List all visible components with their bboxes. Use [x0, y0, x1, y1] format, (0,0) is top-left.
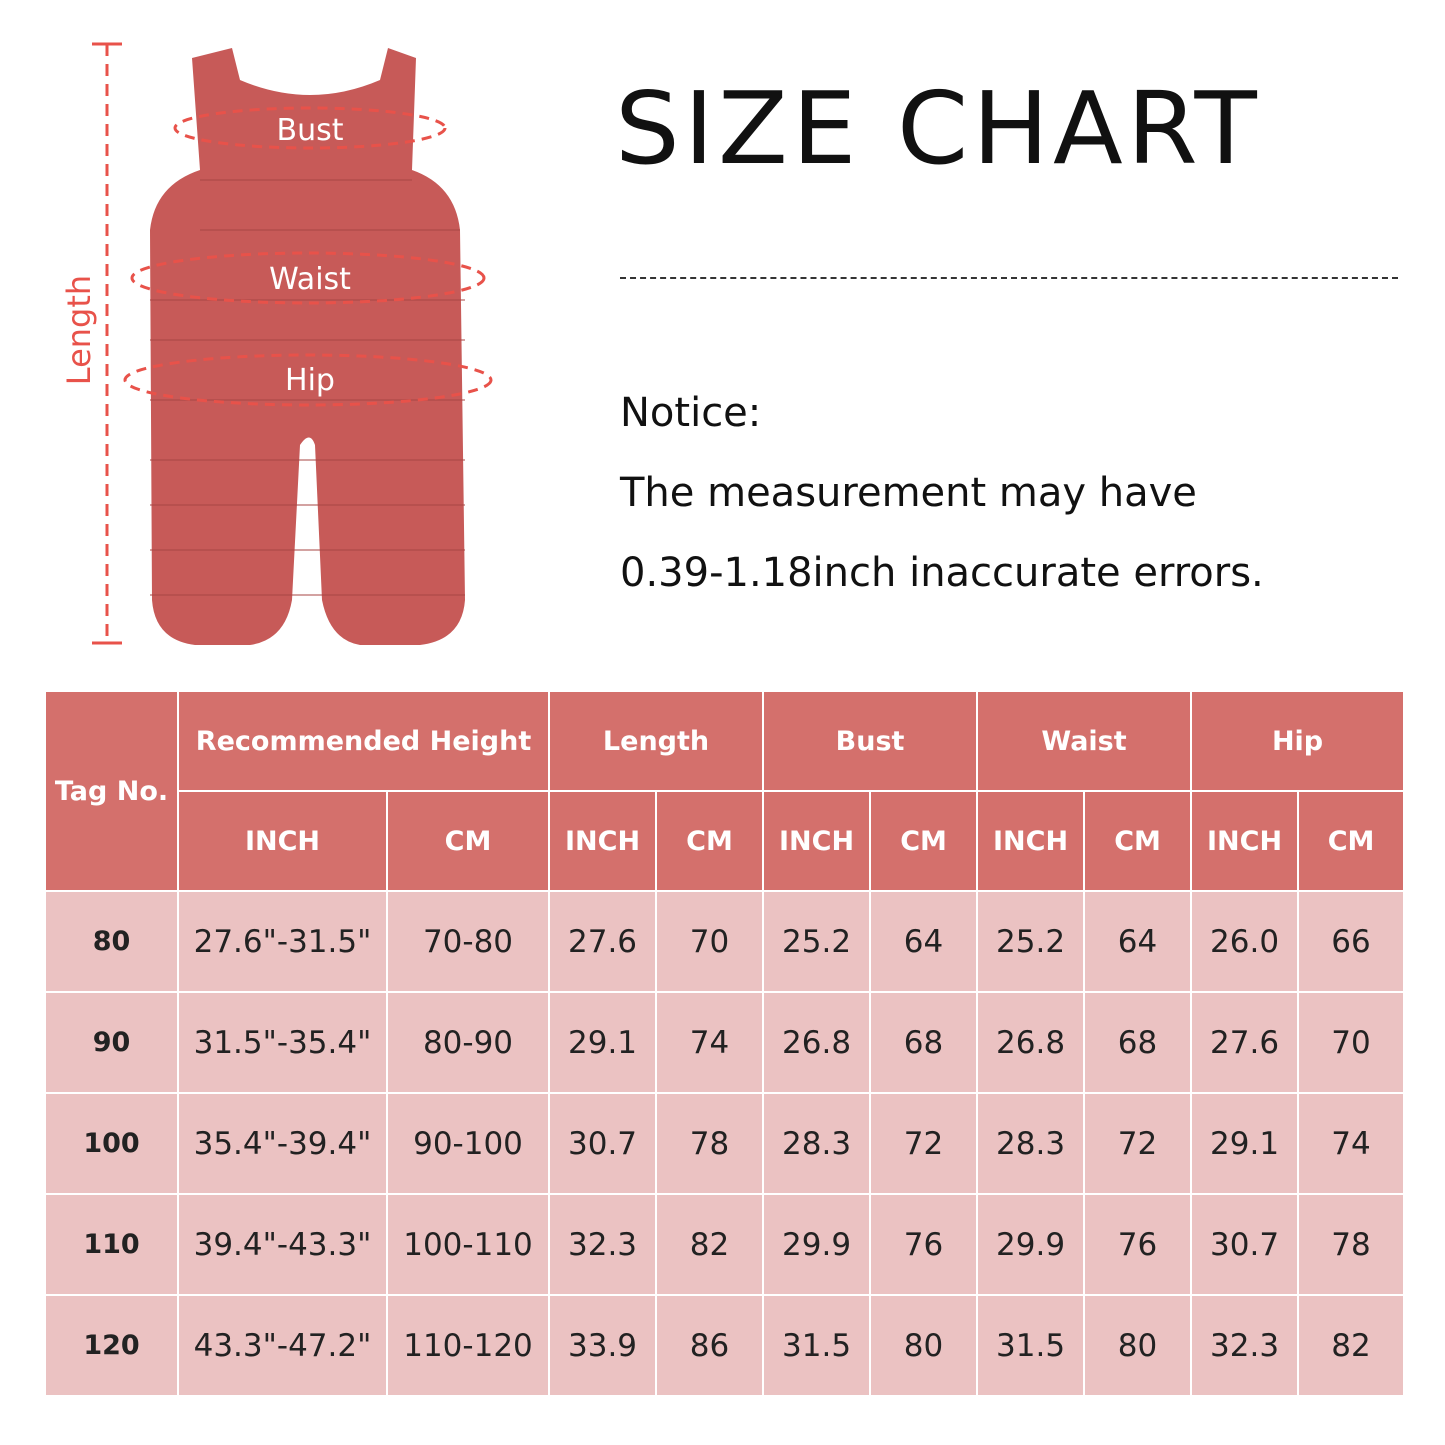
group-header: Waist [976, 690, 1193, 792]
table-cell: 26.8 [976, 991, 1086, 1094]
tag-cell: 110 [44, 1193, 179, 1296]
table-cell: 27.6"-31.5" [177, 890, 388, 993]
table-cell: 64 [1083, 890, 1193, 993]
table-cell: 70-80 [385, 890, 551, 993]
table-cell: 70 [1297, 991, 1406, 1094]
table-cell: 33.9 [548, 1294, 658, 1397]
unit-header: INCH [1190, 790, 1300, 892]
table-cell: 32.3 [548, 1193, 658, 1296]
table-row: 120 43.3"-47.2" 110-120 33.9 86 31.5 80 31.5 80 3… [44, 1294, 1406, 1397]
table-cell: 90-100 [385, 1092, 551, 1195]
table-cell: 32.3 [1190, 1294, 1300, 1397]
notice-line-1: The measurement may have [620, 470, 1197, 516]
unit-header: CM [1083, 790, 1193, 892]
table-cell: 76 [1083, 1193, 1193, 1296]
table-cell: 31.5"-35.4" [177, 991, 388, 1094]
table-cell: 82 [655, 1193, 765, 1296]
table-cell: 86 [655, 1294, 765, 1397]
tag-cell: 100 [44, 1092, 179, 1195]
group-header: Bust [762, 690, 979, 792]
table-cell: 30.7 [1190, 1193, 1300, 1296]
table-cell: 68 [869, 991, 979, 1094]
overalls-garment [150, 48, 465, 645]
table-cell: 80 [1083, 1294, 1193, 1397]
table-cell: 29.9 [976, 1193, 1086, 1296]
table-cell: 74 [655, 991, 765, 1094]
table-cell: 28.3 [976, 1092, 1086, 1195]
group-header: Hip [1190, 690, 1406, 792]
table-cell: 66 [1297, 890, 1406, 993]
notice-heading: Notice: [620, 390, 762, 436]
page-title: SIZE CHART [615, 70, 1261, 187]
table-cell: 78 [655, 1092, 765, 1195]
group-header: Recommended Height [176, 690, 551, 792]
unit-header: INCH [177, 790, 388, 892]
table-row: 80 27.6"-31.5" 70-80 27.6 70 25.2 64 25.2 64 26.0… [44, 890, 1406, 993]
table-cell: 29.1 [1190, 1092, 1300, 1195]
unit-header: INCH [762, 790, 872, 892]
table-cell: 27.6 [1190, 991, 1300, 1094]
table-cell: 39.4"-43.3" [177, 1193, 388, 1296]
size-table: Tag No. Recommended Height Length Bust W… [44, 690, 1406, 1397]
dashed-divider [620, 277, 1398, 279]
table-cell: 82 [1297, 1294, 1406, 1397]
table-cell: 27.6 [548, 890, 658, 993]
table-cell: 25.2 [976, 890, 1086, 993]
table-row: 110 39.4"-43.3" 100-110 32.3 82 29.9 76 29.9 76 3… [44, 1193, 1406, 1296]
bust-label: Bust [277, 113, 344, 148]
table-cell: 110-120 [385, 1294, 551, 1397]
unit-header: CM [655, 790, 765, 892]
hip-label: Hip [285, 363, 335, 398]
tag-cell: 80 [44, 890, 179, 993]
group-header: Length [548, 690, 765, 792]
unit-header: INCH [976, 790, 1086, 892]
notice-line-2: 0.39-1.18inch inaccurate errors. [620, 550, 1264, 596]
table-cell: 43.3"-47.2" [177, 1294, 388, 1397]
table-cell: 35.4"-39.4" [177, 1092, 388, 1195]
table-row: 100 35.4"-39.4" 90-100 30.7 78 28.3 72 28.3 72 29… [44, 1092, 1406, 1195]
table-cell: 29.9 [762, 1193, 872, 1296]
table-cell: 26.0 [1190, 890, 1300, 993]
table-cell: 80 [869, 1294, 979, 1397]
unit-header: CM [869, 790, 979, 892]
table-cell: 100-110 [385, 1193, 551, 1296]
table-cell: 80-90 [385, 991, 551, 1094]
table-cell: 68 [1083, 991, 1193, 1094]
waist-label: Waist [269, 262, 351, 297]
unit-header: CM [1297, 790, 1406, 892]
table-cell: 74 [1297, 1092, 1406, 1195]
length-label: Length [60, 275, 98, 385]
length-measure-line [92, 42, 122, 645]
unit-header: CM [385, 790, 551, 892]
unit-header: INCH [548, 790, 658, 892]
table-cell: 70 [655, 890, 765, 993]
table-row: 90 31.5"-35.4" 80-90 29.1 74 26.8 68 26.8 68 27.6… [44, 991, 1406, 1094]
table-cell: 64 [869, 890, 979, 993]
table-cell: 72 [1083, 1092, 1193, 1195]
tag-cell: 90 [44, 991, 179, 1094]
table-cell: 76 [869, 1193, 979, 1296]
table-cell: 31.5 [976, 1294, 1086, 1397]
table-cell: 31.5 [762, 1294, 872, 1397]
table-cell: 30.7 [548, 1092, 658, 1195]
table-cell: 72 [869, 1092, 979, 1195]
tag-cell: 120 [44, 1294, 179, 1397]
table-cell: 78 [1297, 1193, 1406, 1296]
tag-no-header: Tag No. [44, 690, 179, 892]
table-cell: 28.3 [762, 1092, 872, 1195]
table-cell: 26.8 [762, 991, 872, 1094]
overalls-illustration: Length Bust Waist Hip [60, 42, 493, 645]
table-cell: 25.2 [762, 890, 872, 993]
table-cell: 29.1 [548, 991, 658, 1094]
